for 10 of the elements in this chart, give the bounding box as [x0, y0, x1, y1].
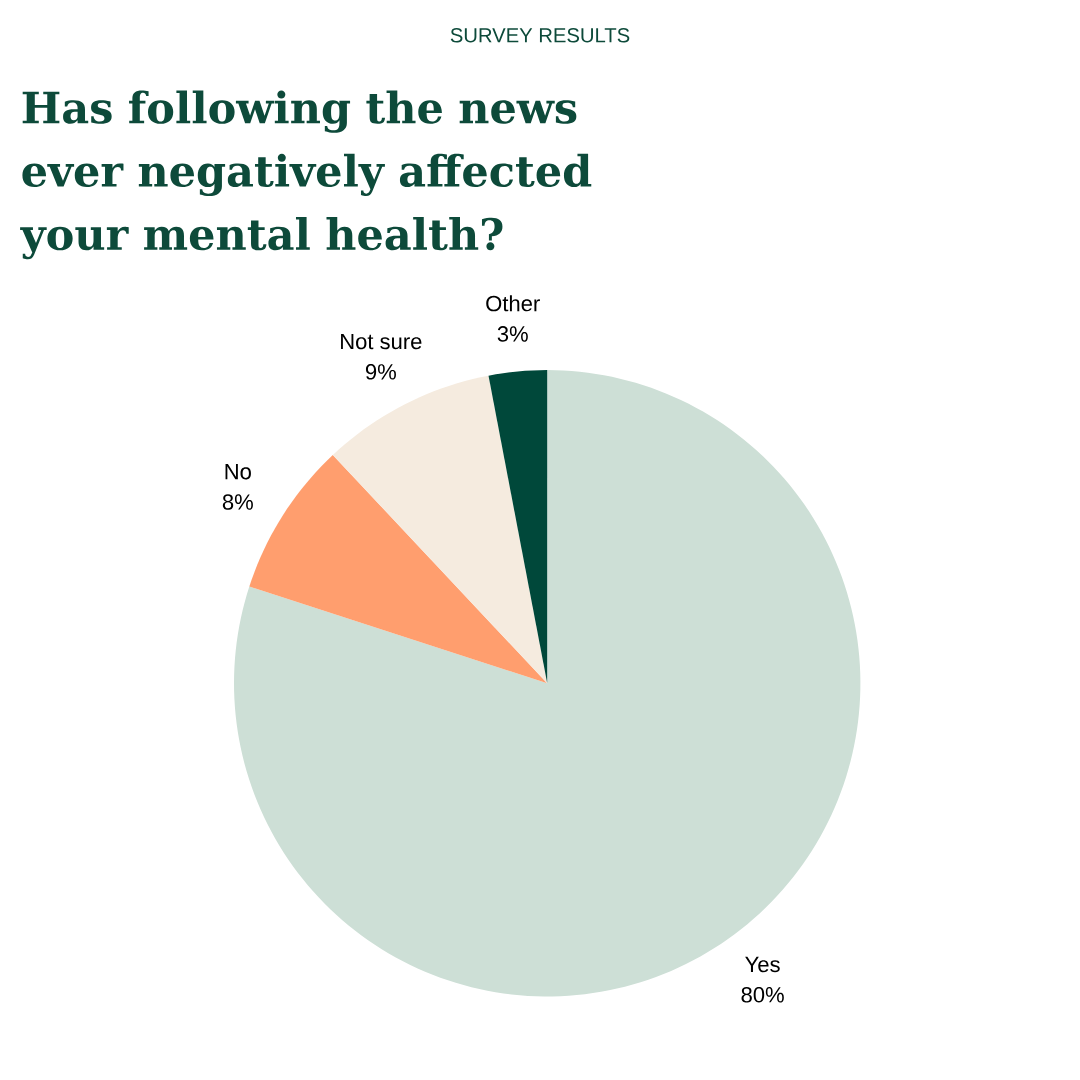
slice-label: Yes: [745, 956, 780, 973]
chart-subtitle: SURVEY RESULTS: [450, 28, 630, 43]
data-label: 80%: [741, 986, 784, 1003]
data-label: 3%: [497, 326, 528, 342]
data-label: 9%: [365, 364, 396, 380]
chart-title: Has following the news ever negatively affected your mental health?: [20, 90, 592, 260]
slice-label: Not sure: [341, 333, 422, 350]
slice-label: Other: [486, 295, 540, 312]
data-label: 8%: [222, 494, 253, 510]
slice-label: No: [225, 464, 251, 480]
